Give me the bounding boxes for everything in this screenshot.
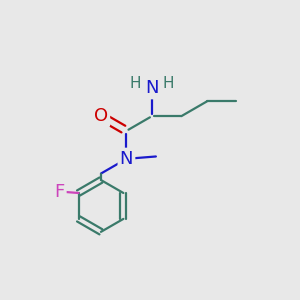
Text: N: N — [145, 79, 159, 97]
Text: O: O — [94, 107, 108, 125]
Text: H: H — [162, 76, 174, 91]
Text: F: F — [54, 182, 64, 200]
Text: N: N — [120, 150, 133, 168]
Text: H: H — [130, 76, 142, 91]
